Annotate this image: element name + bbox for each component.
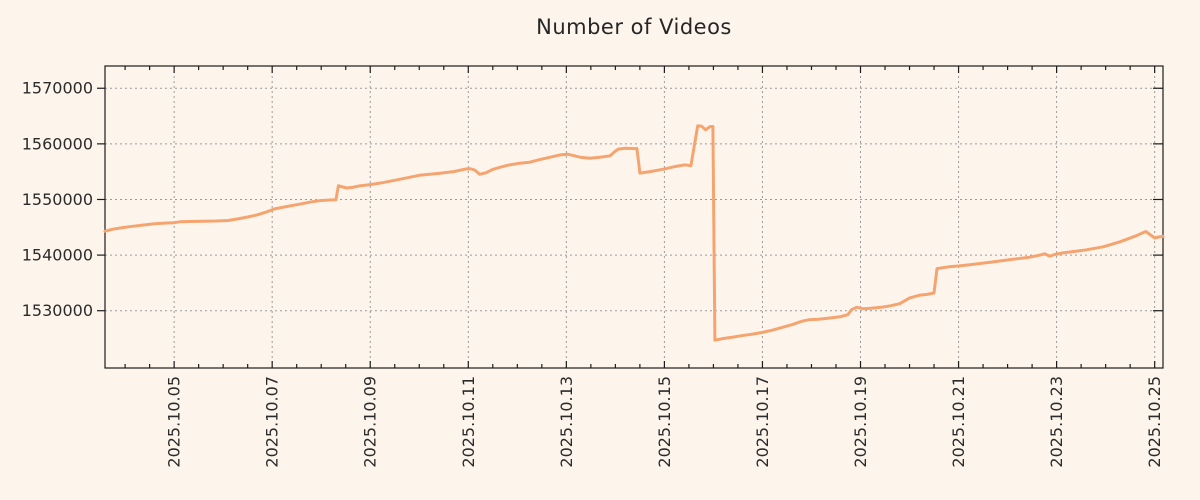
chart-title: Number of Videos: [536, 15, 732, 39]
x-axis-tick-label: 2025.10.05: [165, 376, 184, 468]
x-axis-tick-label: 2025.10.23: [1047, 376, 1066, 468]
x-axis-tick-label: 2025.10.07: [263, 376, 282, 468]
x-axis-tick-label: 2025.10.09: [361, 376, 380, 468]
series-line: [103, 124, 1165, 342]
x-axis-tick-label: 2025.10.13: [557, 376, 576, 468]
x-axis-tick-label: 2025.10.11: [459, 376, 478, 468]
y-axis-tick-label: 1550000: [22, 190, 93, 209]
y-axis-tick-label: 1530000: [22, 301, 93, 320]
y-axis-tick-label: 1560000: [22, 134, 93, 153]
y-axis-tick-label: 1540000: [22, 246, 93, 265]
x-axis-tick-label: 2025.10.15: [655, 376, 674, 468]
x-axis-tick-label: 2025.10.19: [851, 376, 870, 468]
plot-border: [104, 65, 1164, 369]
x-axis-tick-label: 2025.10.25: [1145, 376, 1164, 468]
x-axis-tick-label: 2025.10.21: [949, 376, 968, 468]
y-axis-tick-label: 1570000: [22, 79, 93, 98]
x-axis-tick-label: 2025.10.17: [753, 376, 772, 468]
